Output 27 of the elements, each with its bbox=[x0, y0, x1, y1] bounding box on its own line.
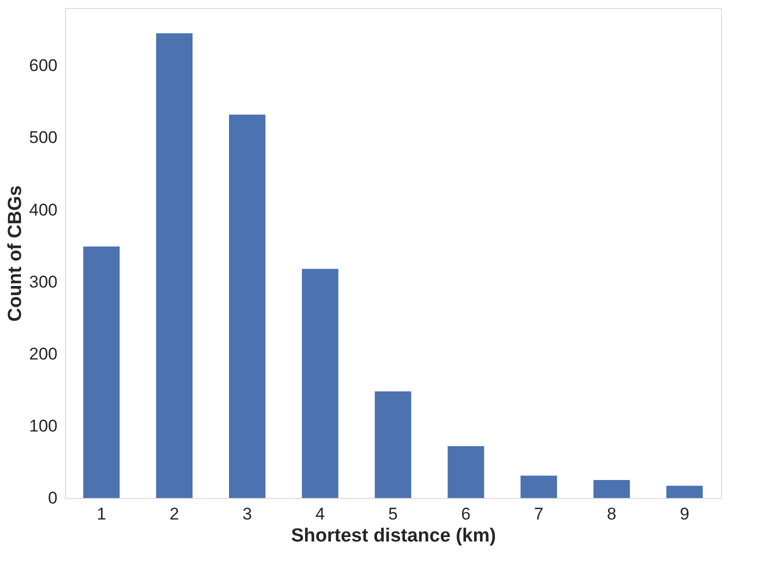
bar bbox=[302, 268, 338, 498]
x-tick-label: 4 bbox=[315, 504, 325, 524]
bar bbox=[593, 480, 630, 498]
y-tick-label: 500 bbox=[29, 128, 58, 148]
x-tick-label: 6 bbox=[461, 504, 471, 524]
bar bbox=[374, 391, 412, 498]
bar bbox=[666, 486, 703, 498]
y-axis-title: Count of CBGs bbox=[5, 185, 26, 322]
x-tick-label: 7 bbox=[534, 504, 544, 524]
bar bbox=[83, 246, 120, 498]
x-axis-title: Shortest distance (km) bbox=[291, 526, 496, 546]
y-tick-label: 300 bbox=[29, 272, 58, 292]
y-tick-label: 100 bbox=[29, 416, 58, 436]
y-tick-label: 200 bbox=[29, 344, 58, 364]
bar bbox=[520, 476, 557, 498]
bar bbox=[229, 114, 266, 498]
bar bbox=[448, 446, 484, 498]
bar bbox=[156, 33, 193, 498]
y-tick-label: 400 bbox=[29, 200, 58, 220]
x-tick-label: 3 bbox=[242, 504, 252, 524]
y-tick-label: 0 bbox=[48, 488, 58, 508]
x-tick-label: 2 bbox=[170, 504, 180, 524]
y-tick-label: 600 bbox=[29, 56, 58, 76]
x-tick-label: 5 bbox=[388, 504, 398, 524]
x-tick-label: 9 bbox=[680, 504, 690, 524]
x-tick-label: 1 bbox=[96, 504, 106, 524]
x-tick-label: 8 bbox=[606, 504, 616, 524]
